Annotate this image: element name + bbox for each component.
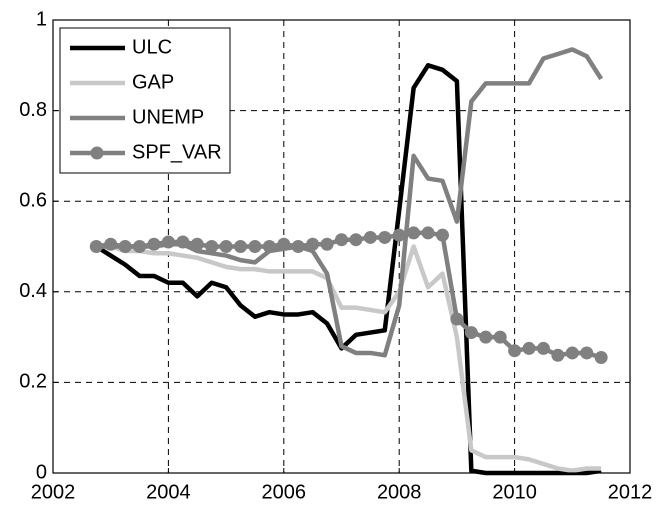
series-marker (262, 240, 276, 253)
x-tick-label: 2002 (31, 481, 76, 503)
series-line (96, 244, 602, 473)
series-marker (407, 226, 421, 240)
series-marker (392, 228, 406, 242)
legend-label: GAP (132, 71, 174, 93)
x-tick-label: 2006 (262, 481, 307, 503)
plot-frame (52, 19, 631, 474)
series-marker (565, 346, 579, 360)
series-marker (335, 233, 348, 247)
series-marker (219, 240, 233, 253)
x-tick-label: 2012 (608, 481, 653, 503)
series-marker (421, 226, 435, 240)
legend-label: SPF_VAR (132, 141, 222, 163)
series-marker (594, 350, 608, 364)
y-tick-label: 1 (36, 8, 47, 30)
series-marker (133, 240, 147, 253)
series-marker (363, 230, 377, 244)
series-marker (493, 330, 507, 344)
series-marker (349, 233, 363, 247)
series-marker (161, 235, 175, 249)
series-marker (104, 237, 118, 251)
legend-box (59, 27, 231, 174)
series-marker (536, 341, 550, 355)
series-marker (205, 240, 219, 253)
series-marker (147, 237, 161, 251)
series-marker (450, 312, 464, 326)
series-marker (508, 344, 522, 358)
series-marker (464, 326, 478, 340)
series-marker (306, 237, 320, 251)
series-marker (479, 330, 493, 344)
y-tick-label: 0.2 (19, 371, 47, 393)
series-marker (580, 346, 594, 360)
series-marker (291, 240, 305, 253)
series-marker (277, 237, 291, 251)
series-marker (176, 235, 190, 249)
legend-label: ULC (132, 36, 172, 58)
legend-marker (90, 146, 104, 160)
y-tick-label: 0.6 (19, 189, 47, 211)
series-marker (234, 240, 248, 253)
series-marker (551, 348, 565, 362)
series-marker (248, 240, 262, 253)
x-tick-label: 2010 (492, 481, 537, 503)
series-marker (118, 240, 132, 253)
legend-label: UNEMP (132, 106, 204, 128)
y-tick-label: 0.4 (19, 280, 47, 302)
series-marker (320, 237, 334, 251)
series-marker (190, 237, 204, 251)
x-tick-label: 2004 (146, 481, 191, 503)
series-marker (378, 230, 392, 244)
y-tick-label: 0 (36, 461, 47, 483)
series-marker (89, 240, 103, 253)
y-tick-label: 0.8 (19, 99, 47, 121)
series-marker (522, 341, 536, 355)
series-marker (435, 228, 449, 242)
x-tick-label: 2008 (377, 481, 422, 503)
